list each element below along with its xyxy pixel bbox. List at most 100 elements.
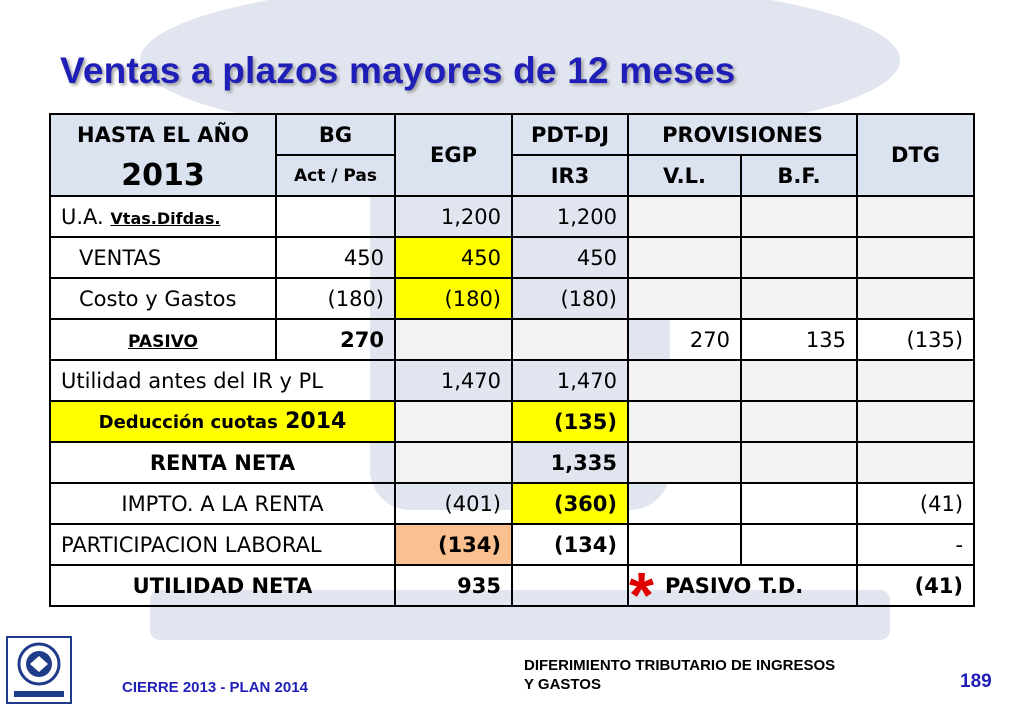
pasivo-label: PASIVO — [128, 331, 198, 352]
cell-pasivo-td: PASIVO T.D. — [626, 564, 859, 607]
row-label: VENTAS — [49, 236, 277, 279]
cell-dtg — [856, 195, 976, 238]
cell-pdt: (360) — [511, 482, 629, 525]
cell-egp: 1,200 — [394, 195, 513, 238]
cell-pdt: 1,200 — [511, 195, 629, 238]
deduccion-label: Deducción cuotas — [98, 412, 278, 433]
ua-sublabel: Vtas.Difdas. — [110, 208, 221, 228]
row-ventas: VENTAS 450 450 450 — [49, 236, 976, 279]
cell-pdt — [511, 318, 629, 361]
cell-bf — [739, 523, 859, 566]
row-label: Deducción cuotas 2014 — [49, 400, 396, 443]
cell-bf — [739, 277, 859, 320]
header-ir3: IR3 — [511, 154, 629, 197]
cell-egp: 935 — [394, 564, 513, 607]
tax-deferral-table: HASTA EL AÑO BG EGP PDT-DJ PROVISIONES D… — [49, 113, 976, 607]
cell-bg — [275, 195, 396, 238]
cell-egp: 1,470 — [394, 359, 513, 402]
cell-pdt — [511, 564, 629, 607]
cell-dtg: (41) — [856, 482, 976, 525]
cell-vl — [627, 236, 742, 279]
header-bg-sub: Act / Pas — [275, 154, 396, 197]
cell-egp — [394, 400, 513, 443]
row-participacion: PARTICIPACION LABORAL (134) (134) - — [49, 523, 976, 566]
cell-pdt: (134) — [511, 523, 629, 566]
cell-egp: (401) — [394, 482, 513, 525]
club-logo-icon — [6, 636, 72, 704]
cell-vl — [627, 359, 742, 402]
header-year-label: HASTA EL AÑO — [49, 113, 277, 155]
cell-pdt: (180) — [511, 277, 629, 320]
cell-dtg — [856, 400, 976, 443]
cell-pdt: (135) — [511, 400, 629, 443]
row-deduccion: Deducción cuotas 2014 (135) — [49, 400, 976, 443]
cell-vl — [627, 400, 742, 443]
row-utilidad-antes: Utilidad antes del IR y PL 1,470 1,470 — [49, 359, 976, 402]
header-dtg: DTG — [856, 113, 976, 197]
red-asterisk: * — [629, 559, 654, 631]
cell-dtg — [856, 359, 976, 402]
footer-topic: DIFERIMIENTO TRIBUTARIO DE INGRESOS Y GA… — [524, 656, 924, 694]
row-utilidad-neta: UTILIDAD NETA 935 PASIVO T.D. (41) — [49, 564, 976, 607]
header-bf: B.F. — [739, 154, 859, 197]
header-row-2: 2013 Act / Pas IR3 V.L. B.F. — [49, 154, 974, 197]
ua-label: U.A. — [61, 204, 104, 229]
slide-title: Ventas a plazos mayores de 12 meses — [60, 50, 736, 91]
cell-vl — [627, 523, 742, 566]
row-label: Utilidad antes del IR y PL — [49, 359, 396, 402]
cell-dtg — [856, 441, 976, 484]
cell-egp: 450 — [394, 236, 513, 279]
cell-dtg: (41) — [856, 564, 976, 607]
header-vl: V.L. — [627, 154, 742, 197]
cell-bf: 135 — [739, 318, 859, 361]
cell-egp — [394, 441, 513, 484]
header-provisiones: PROVISIONES — [626, 113, 859, 156]
footer-plan: CIERRE 2013 - PLAN 2014 — [122, 679, 308, 696]
cell-dtg: (135) — [856, 318, 976, 361]
deduccion-year: 2014 — [285, 409, 347, 434]
cell-egp: (134) — [394, 523, 513, 566]
header-year: 2013 — [49, 155, 277, 197]
row-label: RENTA NETA — [49, 441, 396, 484]
row-label: PARTICIPACION LABORAL — [49, 523, 396, 566]
cell-bf — [739, 441, 859, 484]
year-label: HASTA EL AÑO — [77, 123, 249, 147]
cell-vl — [627, 277, 742, 320]
header-egp: EGP — [394, 113, 513, 197]
footer-topic-line2: Y GASTOS — [524, 676, 601, 693]
cell-vl: 270 — [627, 318, 742, 361]
cell-pdt: 1,470 — [511, 359, 629, 402]
cell-pdt: 1,335 — [511, 441, 629, 484]
page-number: 189 — [960, 671, 992, 692]
cell-egp: (180) — [394, 277, 513, 320]
row-renta-neta: RENTA NETA 1,335 — [49, 441, 976, 484]
cell-bg: (180) — [275, 277, 396, 320]
cell-bf — [739, 400, 859, 443]
header-pdt: PDT-DJ — [511, 113, 629, 156]
row-label: U.A. Vtas.Difdas. — [49, 195, 277, 238]
cell-vl — [627, 195, 742, 238]
cell-dtg: - — [856, 523, 976, 566]
row-label: PASIVO — [49, 318, 277, 361]
row-label: UTILIDAD NETA — [49, 564, 396, 607]
cell-egp — [394, 318, 513, 361]
cell-bg: 450 — [275, 236, 396, 279]
row-pasivo: PASIVO 270 270 135 (135) — [49, 318, 976, 361]
cell-pdt: 450 — [511, 236, 629, 279]
cell-vl — [627, 482, 742, 525]
row-impto: IMPTO. A LA RENTA (401) (360) (41) — [49, 482, 976, 525]
cell-bf — [739, 482, 859, 525]
row-ua: U.A. Vtas.Difdas. 1,200 1,200 — [49, 195, 976, 238]
row-label: IMPTO. A LA RENTA — [49, 482, 396, 525]
footer-topic-line1: DIFERIMIENTO TRIBUTARIO DE INGRESOS — [524, 657, 836, 674]
row-label: Costo y Gastos — [49, 277, 277, 320]
row-costo: Costo y Gastos (180) (180) (180) — [49, 277, 976, 320]
header-bg: BG — [275, 113, 396, 156]
cell-bf — [739, 236, 859, 279]
cell-bf — [739, 195, 859, 238]
cell-dtg — [856, 277, 976, 320]
cell-dtg — [856, 236, 976, 279]
cell-vl — [627, 441, 742, 484]
cell-bf — [739, 359, 859, 402]
cell-bg: 270 — [275, 318, 396, 361]
